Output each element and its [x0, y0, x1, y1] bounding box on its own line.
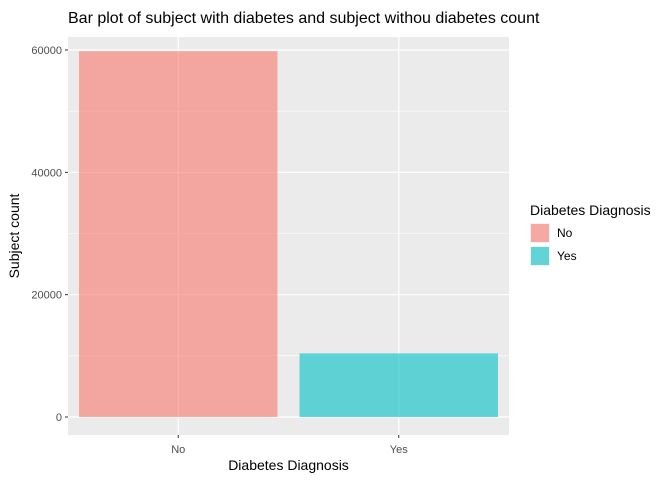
y-tick-label: 40000 [31, 167, 62, 179]
legend-swatch-yes [531, 247, 549, 265]
y-axis-ticks: 0 20000 40000 60000 [31, 45, 68, 424]
x-tick-label: Yes [390, 444, 408, 456]
bar-no [79, 51, 278, 418]
y-tick-label: 20000 [31, 290, 62, 302]
legend-label-yes: Yes [557, 249, 577, 263]
legend-title: Diabetes Diagnosis [530, 202, 651, 218]
bar-yes [299, 353, 498, 417]
x-tick-label: No [171, 444, 185, 456]
legend: Diabetes Diagnosis No Yes [530, 202, 651, 266]
y-axis-title: Subject count [6, 193, 22, 278]
bars [79, 51, 498, 418]
x-axis-ticks: No Yes [171, 435, 408, 456]
x-axis-title: Diabetes Diagnosis [228, 457, 349, 473]
y-tick-label: 60000 [31, 45, 62, 57]
legend-swatch-no [531, 224, 549, 242]
legend-label-no: No [557, 226, 573, 240]
chart-title: Bar plot of subject with diabetes and su… [68, 10, 540, 27]
y-tick-label: 0 [56, 412, 62, 424]
